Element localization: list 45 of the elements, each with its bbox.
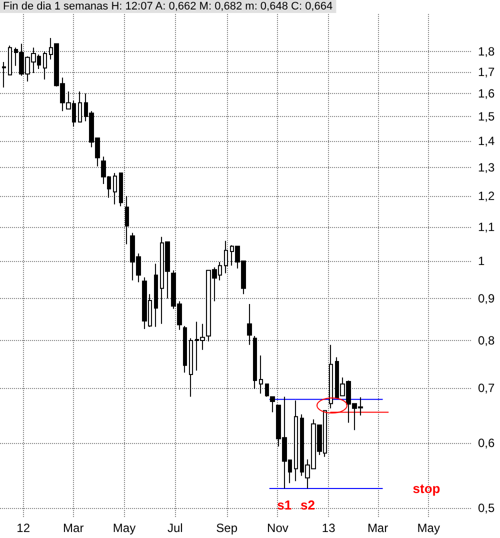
candlestick <box>189 338 193 398</box>
x-tick-label: Jul <box>167 521 183 535</box>
y-tick-label: 1,6 <box>478 86 496 100</box>
x-tick-label: 12 <box>16 521 30 535</box>
y-tick-label: 1,5 <box>478 109 496 124</box>
y-tick-label: 1,1 <box>478 220 496 234</box>
candlestick <box>329 344 333 409</box>
candlestick <box>125 195 129 245</box>
x-tick-label: Mar <box>63 521 84 535</box>
candlestick <box>183 326 187 374</box>
candlestick <box>253 336 257 390</box>
candlestick <box>154 263 158 328</box>
y-tick-label: 1,2 <box>478 188 496 203</box>
y-tick-label: 0,7 <box>478 381 496 396</box>
candlestick <box>247 304 252 346</box>
candlestick <box>259 354 263 394</box>
candlestick <box>113 172 117 205</box>
x-tick-label: 13 <box>322 521 336 535</box>
annotation: s1 <box>277 497 292 512</box>
y-tick-label: 0,5 <box>478 500 496 515</box>
text: stop <box>412 480 440 496</box>
y-tick-label: 1,8 <box>478 44 496 59</box>
candlestick <box>119 172 123 207</box>
annotation: s2 <box>300 497 315 512</box>
candlestick <box>8 45 12 76</box>
candlestick <box>78 91 82 122</box>
x-tick-label: Mar <box>367 521 388 535</box>
candlestick <box>270 396 275 413</box>
x-tick-label: May <box>417 521 440 535</box>
y-tick-label: 1,4 <box>478 134 496 148</box>
y-tick-label: 0,9 <box>478 291 496 306</box>
y-tick-label: 0,8 <box>478 333 496 348</box>
y-tick-label: 1,7 <box>478 64 496 79</box>
y-tick-label: 1,3 <box>478 160 496 174</box>
y-tick-label: 1 <box>478 254 485 268</box>
x-tick-label: May <box>112 521 136 535</box>
candlestick <box>43 51 47 80</box>
candlestick <box>294 400 298 482</box>
x-tick-label: Sep <box>216 521 238 535</box>
candlestick <box>2 61 6 88</box>
chart-title: Fin de dia 1 semanas H: 12:07 A: 0,662 M: 0,682 m: 0,648 C: 0,664 <box>3 0 333 12</box>
candlestick <box>265 383 269 398</box>
y-tick-label: 0,6 <box>478 436 496 450</box>
candlestick <box>224 240 228 274</box>
x-tick-label: Nov <box>267 521 288 535</box>
